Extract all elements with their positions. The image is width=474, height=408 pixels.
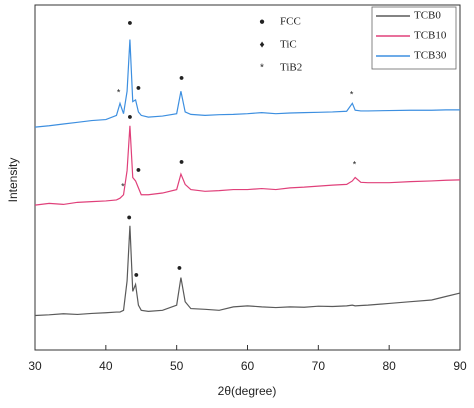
phase-label: TiB2: [280, 62, 302, 74]
x-tick-label: 50: [170, 359, 184, 373]
peak-marker: ●: [126, 212, 131, 222]
peak-marker: *: [353, 159, 357, 169]
legend-box: [371, 6, 457, 70]
phase-symbol: ♦: [259, 40, 264, 51]
peak-marker: ●: [136, 164, 141, 174]
phase-symbol: *: [260, 63, 264, 74]
peak-marker: ●: [177, 262, 182, 272]
legend-label: TCB30: [414, 50, 447, 62]
legend-label: TCB0: [414, 10, 441, 22]
x-axis-label: 2θ(degree): [218, 384, 277, 398]
x-tick-label: 80: [382, 359, 396, 373]
peak-marker: ●: [127, 112, 132, 122]
x-tick-label: 30: [28, 359, 42, 373]
peak-marker: ●: [136, 83, 141, 93]
phase-symbol: ●: [259, 17, 265, 28]
series-line: [34, 39, 460, 128]
x-tick-label: 70: [312, 359, 326, 373]
x-tick-label: 90: [453, 359, 467, 373]
peak-marker: ●: [127, 17, 132, 27]
y-axis-label: Intensity: [6, 158, 20, 203]
series-line: [34, 125, 461, 206]
peak-marker: *: [350, 89, 354, 99]
series-line: [34, 225, 461, 317]
peak-marker: *: [117, 87, 121, 97]
peak-marker: ●: [179, 156, 184, 166]
peak-marker: ●: [179, 73, 184, 83]
legend-label: TCB10: [414, 30, 447, 42]
x-tick-label: 60: [241, 359, 255, 373]
peak-marker: ●: [134, 270, 139, 280]
peak-marker: *: [121, 182, 125, 192]
x-tick-label: 40: [99, 359, 113, 373]
phase-label: TiC: [280, 39, 297, 51]
phase-label: FCC: [280, 16, 301, 28]
